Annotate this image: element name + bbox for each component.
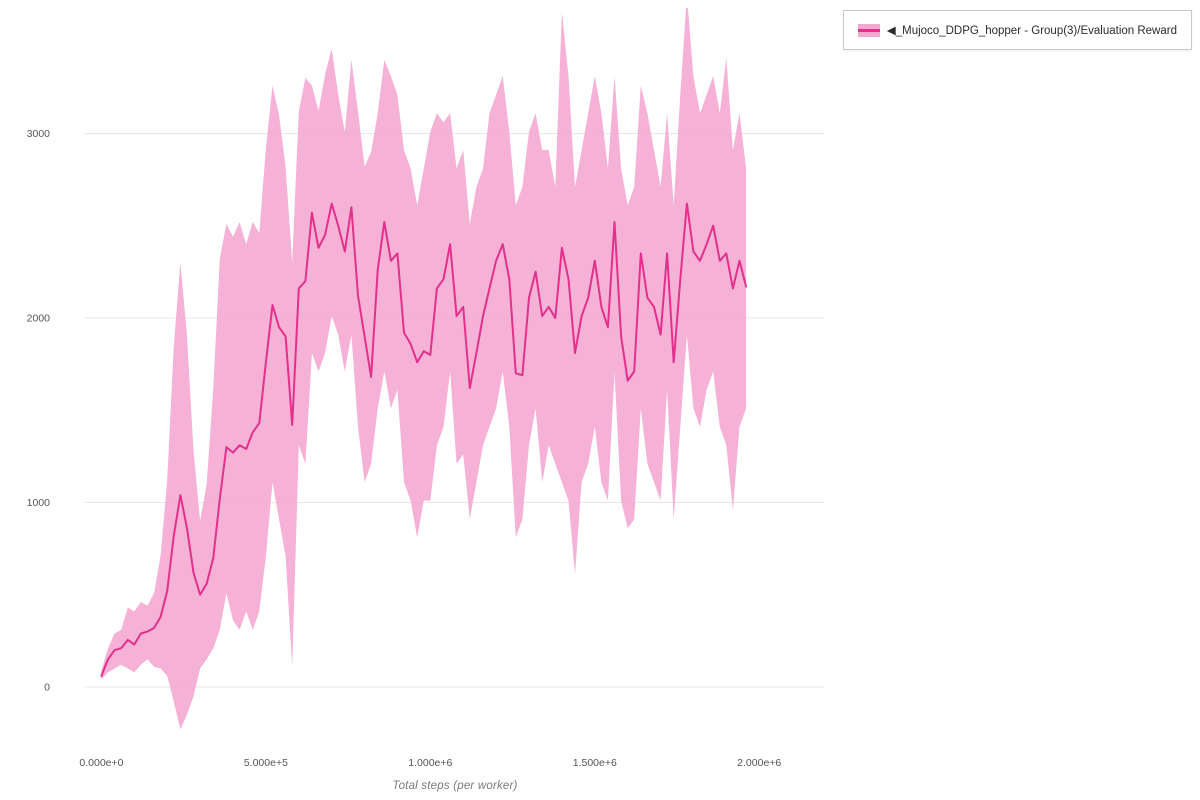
mean-line: [100, 202, 748, 677]
x-tick-label: 2.000e+6: [737, 757, 781, 769]
y-tick-label: 2000: [27, 312, 51, 324]
y-tick-label: 3000: [27, 128, 51, 140]
x-tick-label: 1.500e+6: [573, 757, 617, 769]
legend-swatch-band-line-icon: [857, 23, 880, 37]
y-tick-label: 0: [44, 681, 50, 693]
x-tick-label: 0.000e+0: [79, 757, 123, 769]
legend-label: ◀_Mujoco_DDPG_hopper - Group(3)/Evaluati…: [886, 25, 1177, 37]
x-tick-label: 5.000e+5: [244, 757, 288, 769]
legend-item-evaluation-reward[interactable]: ◀_Mujoco_DDPG_hopper - Group(3)/Evaluati…: [857, 23, 1177, 37]
x-axis-title: Total steps (per worker): [392, 780, 518, 792]
confidence-band: [101, 8, 747, 730]
legend: ◀_Mujoco_DDPG_hopper - Group(3)/Evaluati…: [842, 10, 1192, 50]
y-tick-label: 1000: [27, 497, 51, 509]
x-tick-label: 1.000e+6: [408, 757, 452, 769]
